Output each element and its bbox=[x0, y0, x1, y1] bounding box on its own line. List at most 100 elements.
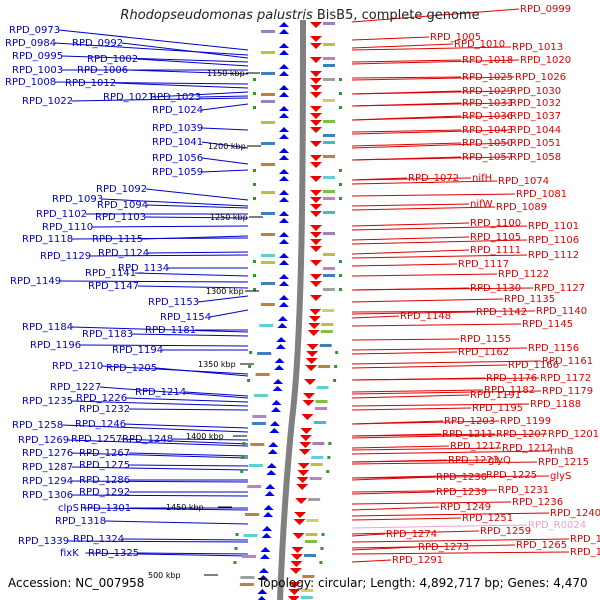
gene-label-rpd-1252[interactable]: RPD_1252 bbox=[570, 534, 600, 545]
gene-label-rpd-1089[interactable]: RPD_1089 bbox=[496, 202, 547, 213]
gene-label-rpd-1029[interactable]: RPD_1029 bbox=[462, 86, 513, 97]
gene-label-rpd-1172[interactable]: RPD_1172 bbox=[540, 373, 591, 384]
gene-label-rpd-1037[interactable]: RPD_1037 bbox=[510, 111, 561, 122]
gene-label-rpd-1026[interactable]: RPD_1026 bbox=[515, 72, 566, 83]
gene-label-rpd-1235[interactable]: RPD_1235 bbox=[22, 396, 73, 407]
gene-label-rpd-1025[interactable]: RPD_1025 bbox=[462, 72, 513, 83]
gene-label-rpd-1286[interactable]: RPD_1286 bbox=[79, 475, 130, 486]
gene-label-rpd-1134[interactable]: RPD_1134 bbox=[118, 263, 169, 274]
gene-label-rpd-1292[interactable]: RPD_1292 bbox=[79, 487, 130, 498]
gene-label-rpd-1249[interactable]: RPD_1249 bbox=[440, 502, 491, 513]
gene-label-rpd-1093[interactable]: RPD_1093 bbox=[52, 194, 103, 205]
gene-label-nifw[interactable]: nifW bbox=[470, 199, 493, 210]
gene-label-rpd-1214[interactable]: RPD_1214 bbox=[135, 387, 186, 398]
gene-label-rpd-1211[interactable]: RPD_1211 bbox=[442, 429, 493, 440]
gene-label-rpd-1287[interactable]: RPD_1287 bbox=[22, 462, 73, 473]
gene-label-rpd-1257[interactable]: RPD_1257 bbox=[71, 434, 122, 445]
gene-label-rpd-1003[interactable]: RPD_1003 bbox=[12, 65, 63, 76]
gene-label-rpd-1162[interactable]: RPD_1162 bbox=[458, 347, 509, 358]
gene-label-rpd-1135[interactable]: RPD_1135 bbox=[504, 294, 555, 305]
gene-label-rpd-1166[interactable]: RPD_1166 bbox=[508, 360, 559, 371]
gene-label-rpd-1112[interactable]: RPD_1112 bbox=[528, 250, 579, 261]
gene-label-rpd-1179[interactable]: RPD_1179 bbox=[542, 386, 593, 397]
gene-label-rpd-1081[interactable]: RPD_1081 bbox=[516, 189, 567, 200]
gene-label-rpd-1210[interactable]: RPD_1210 bbox=[52, 361, 103, 372]
gene-label-rpd-1239[interactable]: RPD_1239 bbox=[436, 487, 487, 498]
gene-label-rpd-1325[interactable]: RPD_1325 bbox=[88, 548, 139, 559]
gene-label-rpd-1024[interactable]: RPD_1024 bbox=[152, 105, 203, 116]
gene-label-glyq[interactable]: glyQ bbox=[488, 455, 511, 466]
gene-label-rpd-1030[interactable]: RPD_1030 bbox=[510, 86, 561, 97]
gene-label-rpd-1002[interactable]: RPD_1002 bbox=[87, 54, 138, 65]
gene-label-rpd-1100[interactable]: RPD_1100 bbox=[470, 218, 521, 229]
gene-label-rpd-1191[interactable]: RPD_1191 bbox=[470, 390, 521, 401]
gene-label-rpd-1156[interactable]: RPD_1156 bbox=[528, 343, 579, 354]
gene-label-rpd-1207[interactable]: RPD_1207 bbox=[496, 429, 547, 440]
gene-label-rpd-1050[interactable]: RPD_1050 bbox=[462, 138, 513, 149]
gene-label-rpd-1110[interactable]: RPD_1110 bbox=[42, 222, 93, 233]
gene-label-rpd-1031[interactable]: RPD_1031 bbox=[462, 98, 513, 109]
gene-label-rpd-0995[interactable]: RPD_0995 bbox=[12, 51, 63, 62]
gene-label-rpd-1251[interactable]: RPD_1251 bbox=[462, 513, 513, 524]
gene-label-rpd-1032[interactable]: RPD_1032 bbox=[510, 98, 561, 109]
gene-label-rpd-1301[interactable]: RPD_1301 bbox=[80, 503, 131, 514]
gene-label-rpd-1008[interactable]: RPD_1008 bbox=[5, 77, 56, 88]
gene-label-rpd-1181[interactable]: RPD_1181 bbox=[145, 325, 196, 336]
gene-label-rpd-1111[interactable]: RPD_1111 bbox=[470, 245, 521, 256]
gene-label-rpd-1267[interactable]: RPD_1267 bbox=[79, 448, 130, 459]
gene-label-rpd-1203[interactable]: RPD_1203 bbox=[444, 416, 495, 427]
gene-label-rpd-1196[interactable]: RPD_1196 bbox=[30, 340, 81, 351]
gene-label-rpd-1176[interactable]: RPD_1176 bbox=[486, 373, 537, 384]
gene-label-rpd-1006[interactable]: RPD_1006 bbox=[77, 65, 128, 76]
gene-label-rnhb[interactable]: rnhB bbox=[550, 446, 574, 457]
gene-label-rpd-1153[interactable]: RPD_1153 bbox=[148, 297, 199, 308]
gene-label-rpd-1074[interactable]: RPD_1074 bbox=[498, 176, 549, 187]
gene-label-rpd-1148[interactable]: RPD_1148 bbox=[400, 311, 451, 322]
gene-label-rpd-0992[interactable]: RPD_0992 bbox=[72, 38, 123, 49]
gene-label-glys[interactable]: glyS bbox=[550, 471, 571, 482]
gene-label-rpd-1012[interactable]: RPD_1012 bbox=[65, 78, 116, 89]
gene-label-rpd-1127[interactable]: RPD_1127 bbox=[534, 283, 585, 294]
gene-label-rpd-1122[interactable]: RPD_1122 bbox=[498, 269, 549, 280]
gene-label-rpd-1232[interactable]: RPD_1232 bbox=[79, 404, 130, 415]
gene-label-rpd-1205[interactable]: RPD_1205 bbox=[106, 363, 157, 374]
gene-label-rpd-1129[interactable]: RPD_1129 bbox=[40, 251, 91, 262]
gene-label-rpd-1274[interactable]: RPD_1274 bbox=[386, 529, 437, 540]
gene-label-rpd-1056[interactable]: RPD_1056 bbox=[152, 153, 203, 164]
gene-label-rpd-1291[interactable]: RPD_1291 bbox=[392, 555, 443, 566]
gene-label-rpd-1010[interactable]: RPD_1010 bbox=[454, 39, 505, 50]
gene-label-rpd-1102[interactable]: RPD_1102 bbox=[36, 209, 87, 220]
gene-label-rpd-1231[interactable]: RPD_1231 bbox=[498, 485, 549, 496]
gene-label-rpd-1195[interactable]: RPD_1195 bbox=[472, 403, 523, 414]
gene-label-rpd-1115[interactable]: RPD_1115 bbox=[92, 234, 143, 245]
gene-label-rpd-1058[interactable]: RPD_1058 bbox=[510, 152, 561, 163]
gene-label-rpd-1183[interactable]: RPD_1183 bbox=[82, 329, 133, 340]
gene-label-rpd-1226[interactable]: RPD_1226 bbox=[76, 393, 127, 404]
gene-label-rpd-1260[interactable]: RPD_1260 bbox=[570, 547, 600, 558]
gene-label-rpd-1145[interactable]: RPD_1145 bbox=[522, 319, 573, 330]
gene-label-rpd-0999[interactable]: RPD_0999 bbox=[520, 4, 571, 15]
gene-label-rpd-1021[interactable]: RPD_1021 bbox=[103, 92, 154, 103]
gene-label-rpd-1258[interactable]: RPD_1258 bbox=[12, 420, 63, 431]
gene-label-rpd-1044[interactable]: RPD_1044 bbox=[510, 125, 561, 136]
gene-label-rpd-1101[interactable]: RPD_1101 bbox=[528, 221, 579, 232]
gene-label-rpd-1036[interactable]: RPD_1036 bbox=[462, 111, 513, 122]
gene-label-rpd-1199[interactable]: RPD_1199 bbox=[500, 416, 551, 427]
gene-label-rpd-1248[interactable]: RPD_1248 bbox=[122, 434, 173, 445]
gene-label-rpd-1269[interactable]: RPD_1269 bbox=[18, 435, 69, 446]
gene-label-nifh[interactable]: nifH bbox=[472, 173, 492, 184]
gene-label-rpd-1275[interactable]: RPD_1275 bbox=[79, 460, 130, 471]
gene-label-rpd-1141[interactable]: RPD_1141 bbox=[85, 268, 136, 279]
gene-label-rpd-r0024[interactable]: RPD_R0024 bbox=[528, 520, 586, 531]
gene-label-rpd-1018[interactable]: RPD_1018 bbox=[462, 55, 513, 66]
gene-label-rpd-0984[interactable]: RPD_0984 bbox=[5, 38, 56, 49]
gene-label-rpd-1092[interactable]: RPD_1092 bbox=[96, 184, 147, 195]
gene-label-rpd-1184[interactable]: RPD_1184 bbox=[22, 322, 73, 333]
gene-label-rpd-1236[interactable]: RPD_1236 bbox=[512, 497, 563, 508]
gene-label-rpd-1105[interactable]: RPD_1105 bbox=[470, 232, 521, 243]
gene-label-rpd-1103[interactable]: RPD_1103 bbox=[95, 212, 146, 223]
gene-label-rpd-1225[interactable]: RPD_1225 bbox=[486, 470, 537, 481]
gene-label-rpd-1140[interactable]: RPD_1140 bbox=[536, 306, 587, 317]
gene-label-rpd-1265[interactable]: RPD_1265 bbox=[516, 540, 567, 551]
gene-label-rpd-1230[interactable]: RPD_1230 bbox=[436, 472, 487, 483]
